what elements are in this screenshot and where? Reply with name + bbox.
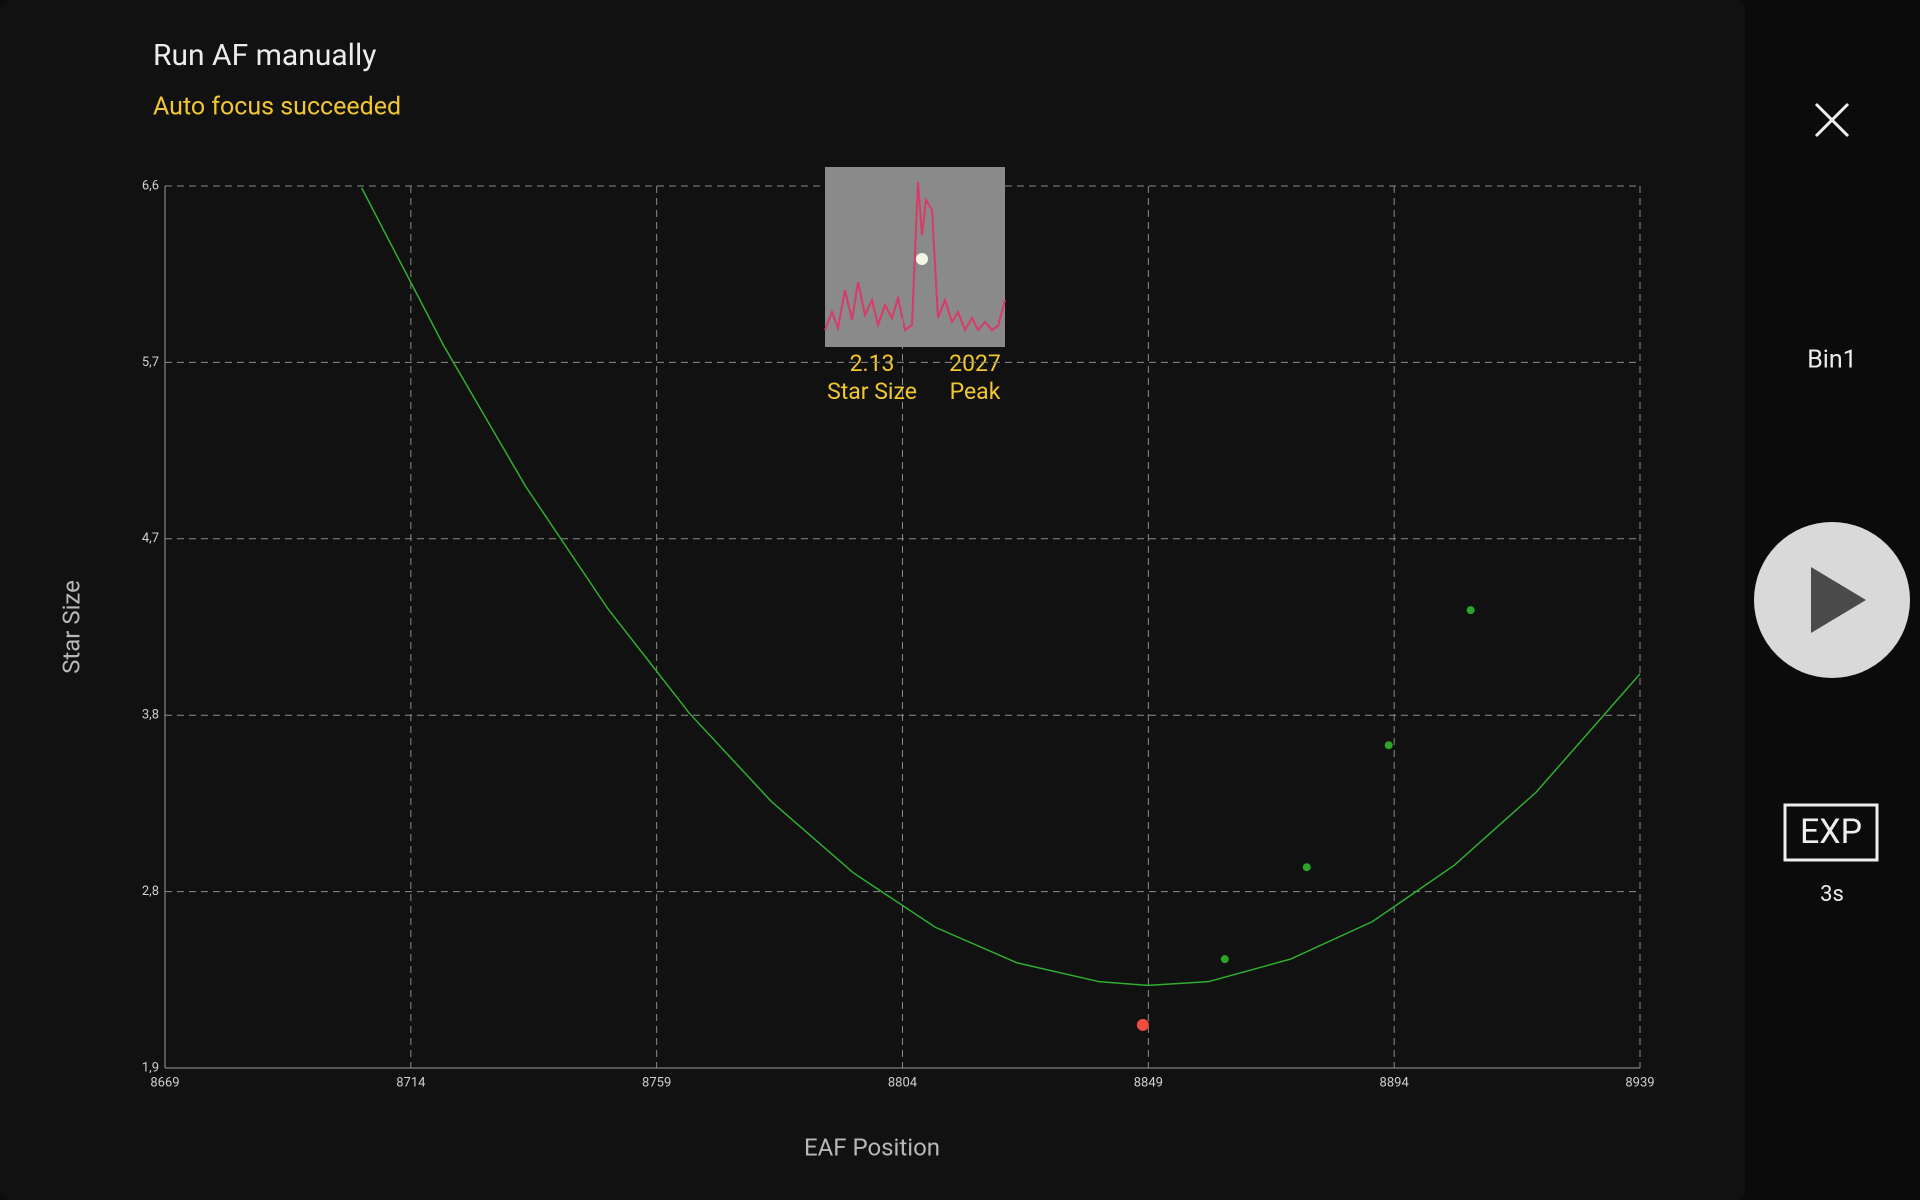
y-tick-label: 1,9 bbox=[142, 1060, 159, 1075]
data-point bbox=[1220, 955, 1229, 964]
close-button[interactable] bbox=[1814, 102, 1850, 138]
dialog bbox=[0, 0, 1745, 1200]
exp-label: EXP bbox=[1800, 812, 1862, 852]
exposure-time: 3s bbox=[1820, 882, 1844, 907]
x-axis-title: EAF Position bbox=[804, 1133, 940, 1161]
x-tick-label: 8759 bbox=[642, 1075, 671, 1090]
star-size-value: 2.13 bbox=[850, 350, 895, 377]
y-tick-label: 4,7 bbox=[142, 531, 159, 546]
thumbnail bbox=[824, 167, 1006, 347]
data-point bbox=[1384, 741, 1393, 750]
x-tick-label: 8804 bbox=[888, 1075, 918, 1090]
exp-box bbox=[1783, 803, 1879, 862]
y-tick-label: 2,8 bbox=[142, 884, 159, 899]
binning[interactable]: Bin1 bbox=[1807, 346, 1857, 375]
fit-curve bbox=[361, 187, 1641, 987]
x-tick-label: 8849 bbox=[1134, 1075, 1163, 1090]
profile-line bbox=[824, 181, 1006, 333]
y-axis-title: Star Size bbox=[57, 580, 85, 674]
star bbox=[916, 253, 928, 265]
peak-value: 2027 bbox=[949, 350, 1001, 377]
data-point bbox=[1302, 863, 1311, 872]
chart: 1,9 2,8 3,8 4,7 5,7 6,6 8669 8714 8759 8804 8849 88… bbox=[142, 178, 1655, 1090]
peak-label: Peak bbox=[950, 378, 1001, 405]
star-size-label: Star Size bbox=[827, 378, 917, 405]
x-tick-label: 8714 bbox=[396, 1075, 426, 1090]
close-icon bbox=[1814, 102, 1850, 138]
title: Run AF manually bbox=[153, 38, 376, 73]
play-icon bbox=[1811, 567, 1866, 633]
x-tick-label: 8894 bbox=[1380, 1075, 1410, 1090]
status: Auto focus succeeded bbox=[153, 93, 401, 122]
data-point bbox=[1466, 606, 1475, 615]
x-tick-label: 8669 bbox=[150, 1075, 179, 1090]
x-tick-label: 8939 bbox=[1625, 1075, 1654, 1090]
exposure-button[interactable]: EXP bbox=[1783, 803, 1879, 862]
play-button[interactable] bbox=[1754, 522, 1910, 678]
data-point bbox=[1136, 1018, 1149, 1031]
y-tick-label: 6,6 bbox=[142, 178, 159, 193]
y-tick-label: 5,7 bbox=[142, 355, 159, 370]
y-tick-label: 3,8 bbox=[142, 708, 159, 723]
